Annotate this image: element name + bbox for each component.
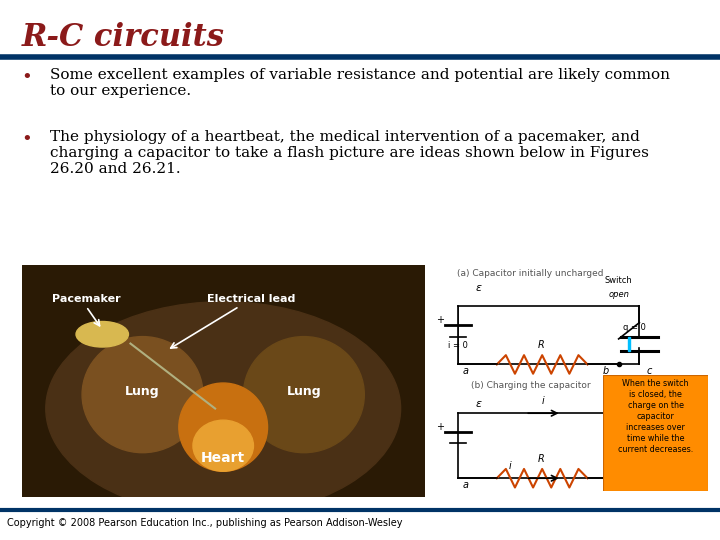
Text: Electrical lead: Electrical lead [207,294,296,304]
Text: Switch: Switch [605,386,632,395]
Bar [629,336,630,350]
Text: +: + [436,315,444,325]
Text: (a) Capacitor initially uncharged: (a) Capacitor initially uncharged [457,269,604,278]
Text: +: + [436,422,444,432]
Text: +q: +q [607,434,620,443]
Text: i = 0: i = 0 [448,341,468,350]
Text: Pacemaker: Pacemaker [52,294,120,304]
Text: •: • [22,130,32,147]
Ellipse shape [193,420,253,471]
Text: i: i [542,396,545,406]
Ellipse shape [82,336,203,453]
FancyBboxPatch shape [603,375,708,491]
Text: q = 0: q = 0 [623,322,646,332]
Text: open: open [608,291,629,299]
Text: Lung: Lung [125,384,160,397]
Text: R-C circuits: R-C circuits [22,22,225,52]
Ellipse shape [243,336,364,453]
Text: c: c [647,366,652,376]
Text: i: i [508,461,511,471]
Text: When the switch
is closed, the
charge on the
capacitor
increases over
time while: When the switch is closed, the charge on… [618,379,693,454]
Text: Some excellent examples of variable resistance and potential are likely common
t: Some excellent examples of variable resi… [50,68,670,98]
Ellipse shape [179,383,268,471]
Text: Copyright © 2008 Pearson Education Inc., publishing as Pearson Addison-Wesley: Copyright © 2008 Pearson Education Inc.,… [7,518,402,529]
Text: ε: ε [476,399,482,409]
Text: R: R [538,454,544,464]
Text: a: a [463,366,469,376]
Text: b: b [603,366,609,376]
Text: Heart: Heart [201,451,246,465]
Text: b: b [603,480,609,490]
Bar [629,446,630,460]
Text: closed: closed [605,397,632,406]
Ellipse shape [76,321,128,347]
Text: •: • [22,68,32,85]
Text: Lung: Lung [287,384,321,397]
Text: ε: ε [476,283,482,293]
Text: (b) Charging the capacitor: (b) Charging the capacitor [471,381,590,390]
Text: Switch: Switch [605,276,632,285]
Text: c: c [647,480,652,490]
Text: −q: −q [607,460,620,469]
Text: R: R [538,340,544,350]
Text: The physiology of a heartbeat, the medical intervention of a pacemaker, and
char: The physiology of a heartbeat, the medic… [50,130,649,176]
Text: a: a [463,480,469,490]
Ellipse shape [46,302,400,515]
